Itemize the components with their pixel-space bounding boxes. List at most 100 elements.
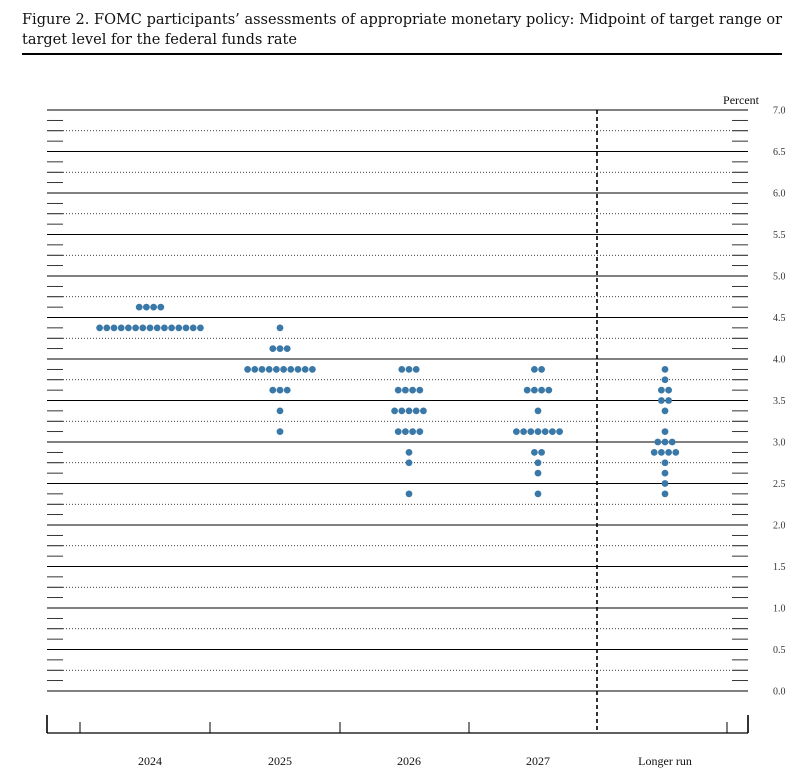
participant-dot: [280, 365, 287, 373]
participant-dot: [132, 324, 140, 332]
participant-dot: [96, 324, 103, 332]
y-tick-label: 2.0: [773, 521, 786, 532]
participant-dot: [161, 324, 168, 332]
participant-dot: [661, 376, 669, 384]
participant-dot: [139, 324, 147, 332]
participant-dot: [146, 324, 154, 332]
y-tick-label: 1.5: [773, 562, 786, 573]
participant-dot: [157, 303, 165, 311]
participant-dot: [124, 324, 132, 332]
participant-dot: [244, 365, 252, 373]
participant-dot: [538, 448, 545, 456]
participant-dot: [661, 365, 669, 373]
participant-dot: [405, 490, 413, 498]
x-category-label: 2027: [526, 754, 550, 768]
y-tick-label: 3.5: [773, 396, 786, 407]
y-tick-label: 5.0: [773, 272, 786, 283]
participant-dot: [182, 324, 190, 332]
participant-dot: [398, 365, 406, 373]
participant-dot: [658, 448, 665, 456]
x-axis: [46, 715, 749, 734]
participant-dot: [661, 480, 669, 487]
participant-dot: [189, 324, 197, 332]
figure-caption: Figure 2. FOMC participants’ assessments…: [22, 12, 782, 48]
y-tick-label: 0.0: [773, 687, 786, 698]
participant-dot: [276, 386, 284, 394]
caption-rule: [22, 53, 782, 55]
y-tick-label: 5.5: [773, 230, 786, 241]
participant-dot: [661, 438, 669, 446]
grid-lines: [47, 109, 748, 692]
y-unit-label: Percent: [723, 93, 760, 107]
participant-dot: [668, 438, 676, 446]
participant-dot: [143, 303, 150, 311]
participant-dot: [665, 386, 672, 394]
participant-dot: [534, 428, 542, 436]
participant-dot: [661, 459, 669, 467]
participant-dot: [276, 345, 284, 353]
y-tick-label: 4.5: [773, 313, 786, 324]
x-category-label: Longer run: [638, 754, 692, 768]
participant-dot: [527, 428, 535, 436]
participant-dot: [110, 324, 118, 332]
participant-dot: [394, 386, 402, 394]
participant-dot: [273, 365, 280, 373]
x-category-label: 2026: [397, 754, 421, 768]
participant-dot: [534, 469, 542, 477]
participant-dot: [265, 365, 273, 373]
y-tick-labels: 0.0 0.5 1.0 1.5 2.0 2.5 3.0 3.5 4.0 4.5 5.0 5.5 6.0 6…: [773, 106, 786, 698]
participant-dot: [520, 428, 527, 436]
participant-dot: [556, 428, 563, 436]
participant-dot: [531, 386, 538, 394]
participant-dot: [398, 407, 406, 415]
x-category-label: 2025: [268, 754, 292, 768]
participant-dot: [654, 438, 662, 446]
participant-dot: [276, 428, 284, 436]
dots-layer: [96, 303, 680, 498]
y-tick-label: 7.0: [773, 106, 786, 117]
participant-dot: [541, 428, 549, 436]
participant-dot: [538, 365, 545, 373]
participant-dot: [402, 386, 409, 394]
participant-dot: [409, 386, 416, 394]
participant-dot: [135, 303, 143, 311]
participant-dot: [531, 365, 538, 373]
participant-dot: [545, 386, 553, 394]
participant-dot: [150, 303, 158, 311]
y-tick-label: 1.0: [773, 604, 786, 615]
x-category-label: 2024: [138, 754, 162, 768]
participant-dot: [197, 324, 204, 332]
participant-dot: [405, 459, 413, 467]
participant-dot: [523, 386, 531, 394]
participant-dot: [269, 345, 277, 353]
participant-dot: [409, 428, 416, 436]
y-tick-label: 6.0: [773, 189, 786, 200]
participant-dot: [258, 365, 266, 373]
participant-dot: [283, 386, 291, 394]
participant-dot: [168, 324, 176, 332]
participant-dot: [276, 407, 284, 415]
participant-dot: [412, 365, 420, 373]
y-tick-label: 0.5: [773, 645, 786, 656]
participant-dot: [153, 324, 161, 332]
participant-dot: [420, 407, 427, 415]
participant-dot: [283, 345, 291, 353]
participant-dot: [103, 324, 111, 332]
participant-dot: [416, 428, 424, 436]
participant-dot: [287, 365, 295, 373]
participant-dot: [251, 365, 259, 373]
participant-dot: [534, 407, 542, 415]
x-category-labels: 2024 2025 2026 2027 Longer run: [138, 754, 692, 768]
y-tick-label: 6.5: [773, 147, 786, 158]
participant-dot: [538, 386, 545, 394]
participant-dot: [391, 407, 398, 415]
participant-dot: [658, 386, 665, 394]
participant-dot: [531, 448, 538, 456]
participant-dot: [661, 428, 669, 436]
participant-dot: [405, 365, 413, 373]
participant-dot: [402, 428, 409, 436]
participant-dot: [665, 397, 672, 404]
participant-dot: [513, 428, 520, 436]
participant-dot: [405, 407, 413, 415]
